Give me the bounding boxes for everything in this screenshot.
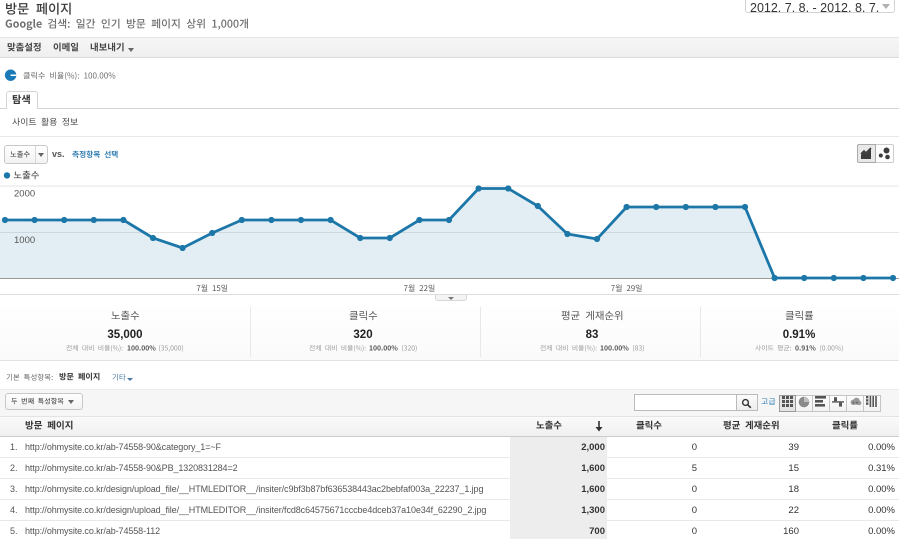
svg-text:2000: 2000 <box>14 189 35 200</box>
svg-text:1000: 1000 <box>14 235 35 246</box>
